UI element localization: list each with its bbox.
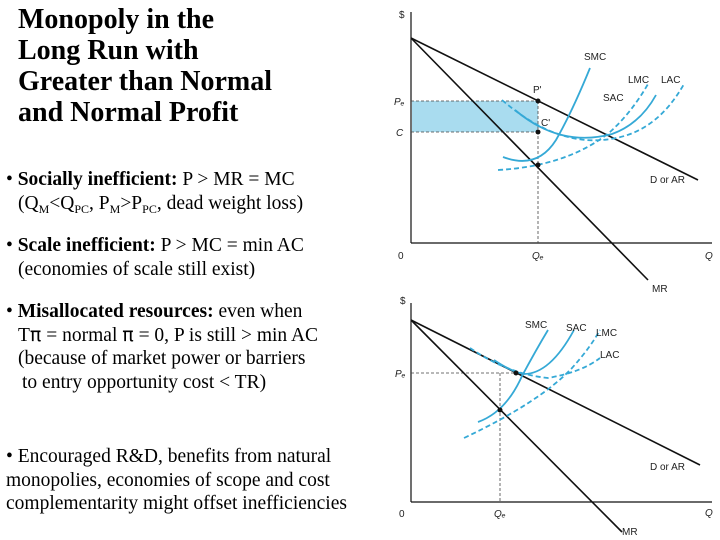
subscript: M xyxy=(38,201,50,216)
sac-label: SAC xyxy=(603,93,624,104)
bullet-dot: • xyxy=(6,301,13,322)
lac-curve xyxy=(501,83,685,142)
mr-label: MR xyxy=(622,527,638,538)
lmc-curve xyxy=(463,329,601,439)
sac-label: SAC xyxy=(566,323,587,334)
bullet-dot: • xyxy=(6,235,13,256)
bullet-heading: Socially inefficient: xyxy=(17,169,178,190)
subscript: PC xyxy=(74,201,90,216)
bullet-encouraged-rnd: • Encouraged R&D, benefits from natural … xyxy=(6,445,347,516)
x-axis-label: Q xyxy=(705,251,713,262)
bullet-text: complementarity might offset inefficienc… xyxy=(6,493,347,514)
lmc-label: LMC xyxy=(628,75,649,86)
text: >P xyxy=(120,192,143,214)
bullet-dot: • xyxy=(6,169,13,190)
smc-label: SMC xyxy=(525,320,547,331)
lac-label: LAC xyxy=(661,75,680,86)
bullet-text: • Encouraged R&D, benefits from natural xyxy=(6,446,332,467)
point-c-label: C' xyxy=(541,118,550,129)
bullet-text: (because of market power or barriers xyxy=(18,348,306,369)
demand-label: D or AR xyxy=(650,462,685,473)
mr-label: MR xyxy=(652,284,668,295)
pi-symbol: π xyxy=(29,323,42,346)
mr-curve xyxy=(410,319,623,533)
price-label: Pₑ xyxy=(395,369,406,380)
origin-label: 0 xyxy=(398,251,404,262)
bullet-heading: Scale inefficient: xyxy=(17,235,156,256)
slide-title: Monopoly in the Long Run with Greater th… xyxy=(18,4,378,128)
subscript: M xyxy=(109,201,121,216)
text: = normal xyxy=(41,324,123,346)
bullet-scale-inefficient: • Scale inefficient: P > MC = min AC (ec… xyxy=(6,234,304,281)
price-label: Pₑ xyxy=(394,97,405,108)
demand-curve xyxy=(410,319,701,466)
y-axis-label: $ xyxy=(399,10,405,21)
smc-curve xyxy=(477,329,549,423)
subscript: PC xyxy=(142,201,157,216)
text: T xyxy=(18,324,30,346)
profit-area xyxy=(412,101,538,132)
bullet-text: P > MC = min AC xyxy=(155,235,304,256)
point-p-label: P' xyxy=(533,85,542,96)
bullet-heading: Misallocated resources: xyxy=(17,301,214,322)
bullet-socially-inefficient: • Socially inefficient: P > MR = MC (QM<… xyxy=(6,168,303,215)
lac-label: LAC xyxy=(600,350,619,361)
title-line: Greater than Normal xyxy=(18,66,273,97)
demand-label: D or AR xyxy=(650,175,685,186)
demand-curve xyxy=(410,37,699,181)
point-c-marker xyxy=(535,129,541,135)
bullet-misallocated-resources: • Misallocated resources: even when Tπ =… xyxy=(6,300,318,394)
smc-label: SMC xyxy=(584,52,606,63)
lac-curve xyxy=(469,347,601,379)
mr-mc-intersection-marker xyxy=(497,407,503,413)
bullet-text: to entry opportunity cost < TR) xyxy=(22,371,267,393)
origin-label: 0 xyxy=(399,509,405,520)
bullet-text: (economies of scale still exist) xyxy=(18,258,256,280)
quantity-label: Qₑ xyxy=(532,251,544,262)
lmc-label: LMC xyxy=(596,328,617,339)
bullet-text: monopolies, economies of scope and cost xyxy=(6,469,330,491)
bullet-text: even when xyxy=(213,301,303,322)
smc-curve xyxy=(502,67,591,162)
y-axis-label: $ xyxy=(400,296,406,307)
cost-label: C xyxy=(396,128,404,139)
point-p-marker xyxy=(535,98,541,104)
title-line: Monopoly in the xyxy=(18,4,215,35)
title-line: Long Run with xyxy=(18,35,199,66)
mr-mc-intersection-marker xyxy=(535,162,541,168)
lmc-curve xyxy=(497,83,649,171)
text: , dead weight loss) xyxy=(156,192,304,214)
pi-symbol: π xyxy=(122,323,134,346)
bullet-text: P > MR = MC xyxy=(177,169,295,190)
graph-top: $ 0 Q Pₑ C Qₑ P' C' SMC LMC LAC SAC D or… xyxy=(394,10,713,295)
quantity-label: Qₑ xyxy=(494,509,506,520)
graph-bottom: $ 0 Q Pₑ Qₑ SMC SAC LMC LAC D or AR MR xyxy=(395,296,713,538)
tangency-marker xyxy=(513,370,519,376)
text: <Q xyxy=(49,192,75,214)
mr-curve xyxy=(410,37,649,281)
title-line: and Normal Profit xyxy=(18,97,239,128)
x-axis-label: Q xyxy=(705,508,713,519)
text: = 0, P is still > min AC xyxy=(133,324,319,346)
text: , P xyxy=(89,192,110,214)
text: (Q xyxy=(18,192,39,214)
